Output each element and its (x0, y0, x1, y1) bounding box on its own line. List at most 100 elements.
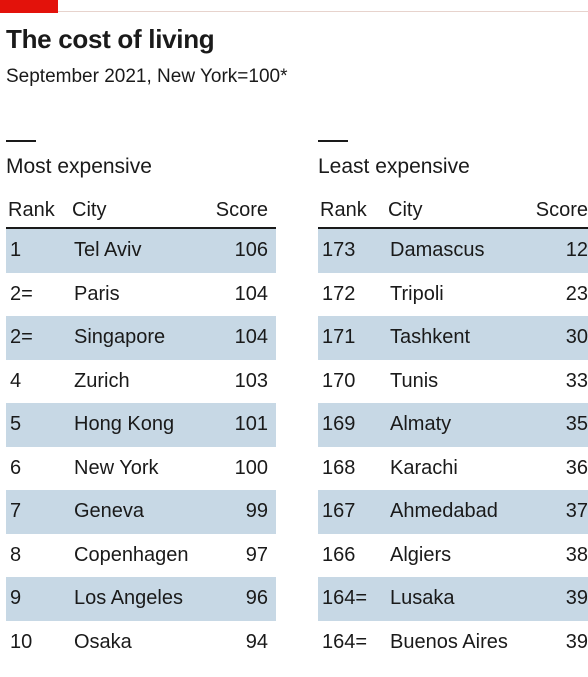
table-row: 169 Almaty 35 (318, 403, 588, 447)
rank-cell: 2= (10, 326, 33, 348)
table-row: 164= Lusaka 39 (318, 577, 588, 621)
table-row: 8 Copenhagen 97 (6, 534, 276, 578)
header-rule (318, 227, 588, 229)
rank-cell: 166 (322, 543, 356, 566)
rank-cell: 169 (322, 413, 356, 435)
table-row: 170 Tunis 33 (318, 360, 588, 404)
table-row: 6 New York 100 (6, 447, 276, 491)
city-cell: Buenos Aires (390, 630, 508, 653)
score-cell: 37 (565, 500, 588, 522)
score-cell: 100 (234, 456, 268, 479)
column-header-score: Score (535, 199, 588, 221)
rank-cell: 10 (10, 630, 33, 653)
table-row: 7 Geneva 99 (6, 490, 276, 534)
rank-cell: 5 (10, 413, 22, 435)
city-cell: Lusaka (390, 587, 455, 609)
city-cell: Karachi (390, 456, 458, 479)
city-cell: Tel Aviv (74, 239, 142, 261)
score-cell: 101 (234, 413, 268, 435)
rank-cell: 6 (10, 456, 22, 479)
city-cell: Hong Kong (74, 413, 175, 435)
rank-cell: 164= (322, 587, 368, 609)
score-cell: 104 (234, 326, 268, 348)
city-cell: Almaty (390, 413, 452, 435)
score-cell: 103 (234, 369, 268, 392)
city-cell: Tashkent (390, 326, 471, 348)
column-header-row: Rank City Score (318, 193, 588, 227)
top-rule (58, 11, 588, 12)
column-header-rank: Rank (320, 199, 367, 221)
rank-cell: 9 (10, 587, 22, 609)
chart-subtitle: September 2021, New York=100* (6, 66, 288, 87)
city-cell: Algiers (390, 543, 452, 566)
column-header-row: Rank City Score (6, 193, 276, 227)
table-row: 4 Zurich 103 (6, 360, 276, 404)
rank-cell: 8 (10, 543, 22, 566)
rank-cell: 167 (322, 500, 356, 522)
table-row: 167 Ahmedabad 37 (318, 490, 588, 534)
rank-cell: 173 (322, 239, 356, 261)
score-cell: 99 (245, 500, 268, 522)
city-cell: Damascus (390, 239, 485, 261)
column-header-city: City (72, 199, 107, 221)
most-expensive-panel: Most expensive Rank City Score 1 Tel Aviv… (6, 140, 276, 664)
panel-tick (318, 140, 348, 142)
table-row: 164= Buenos Aires 39 (318, 621, 588, 665)
column-header-rank: Rank (8, 199, 55, 221)
rank-cell: 171 (322, 326, 356, 348)
table-row: 2= Paris 104 (6, 273, 276, 317)
table-row: 2= Singapore 104 (6, 316, 276, 360)
rank-cell: 4 (10, 369, 22, 392)
panel-heading: Most expensive (6, 155, 152, 178)
table-body: 173 Damascus 12 172 Tripoli 23 171 Tashkent 30 17… (318, 229, 588, 664)
rank-cell: 7 (10, 500, 22, 522)
score-cell: 104 (234, 282, 268, 305)
table-row: 10 Osaka 94 (6, 621, 276, 665)
city-cell: Copenhagen (74, 543, 189, 566)
city-cell: Tripoli (390, 282, 444, 305)
table-row: 172 Tripoli 23 (318, 273, 588, 317)
score-cell: 23 (565, 282, 588, 305)
table-row: 171 Tashkent 30 (318, 316, 588, 360)
score-cell: 38 (565, 543, 588, 566)
city-cell: Zurich (74, 369, 130, 392)
city-cell: Singapore (74, 326, 166, 348)
table-row: 166 Algiers 38 (318, 534, 588, 578)
score-cell: 39 (565, 630, 588, 653)
score-cell: 94 (245, 630, 268, 653)
rank-cell: 172 (322, 282, 356, 305)
table-body: 1 Tel Aviv 106 2= Paris 104 2= Singapore 104 4 Zur… (6, 229, 276, 664)
table-row: 168 Karachi 36 (318, 447, 588, 491)
least-expensive-panel: Least expensive Rank City Score 173 Damas… (318, 140, 588, 664)
panel-tick (6, 140, 36, 142)
rank-cell: 170 (322, 369, 356, 392)
column-header-city: City (388, 199, 423, 221)
city-cell: Paris (74, 282, 120, 305)
city-cell: New York (74, 456, 159, 479)
score-cell: 96 (245, 587, 268, 609)
city-cell: Osaka (74, 630, 132, 653)
header-rule (6, 227, 276, 229)
chart-title: The cost of living (6, 24, 215, 54)
table-row: 9 Los Angeles 96 (6, 577, 276, 621)
city-cell: Tunis (390, 369, 439, 392)
city-cell: Geneva (74, 500, 145, 522)
score-cell: 39 (565, 587, 588, 609)
score-cell: 106 (234, 239, 268, 261)
table-row: 173 Damascus 12 (318, 229, 588, 273)
score-cell: 35 (565, 413, 588, 435)
brand-red-tag (0, 0, 58, 13)
city-cell: Los Angeles (74, 587, 183, 609)
rank-cell: 164= (322, 630, 368, 653)
table-row: 1 Tel Aviv 106 (6, 229, 276, 273)
score-cell: 97 (245, 543, 268, 566)
city-cell: Ahmedabad (390, 500, 498, 522)
score-cell: 30 (565, 326, 588, 348)
rank-cell: 168 (322, 456, 356, 479)
panel-heading: Least expensive (318, 155, 470, 178)
rank-cell: 2= (10, 282, 33, 305)
score-cell: 12 (565, 239, 588, 261)
score-cell: 36 (565, 456, 588, 479)
score-cell: 33 (565, 369, 588, 392)
column-header-score: Score (215, 199, 268, 221)
